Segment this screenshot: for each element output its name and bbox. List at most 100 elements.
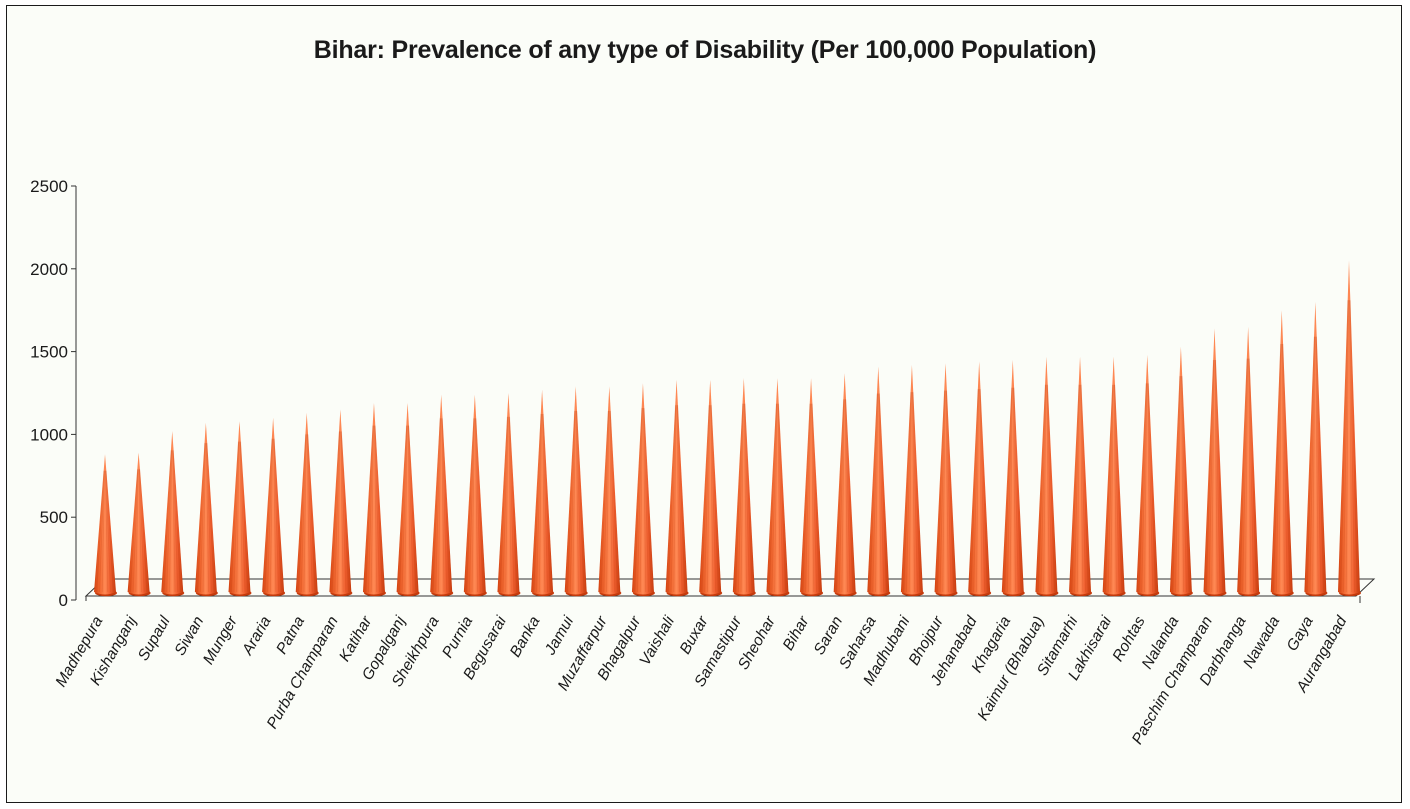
bar-stripe xyxy=(236,441,240,593)
bar-stripe xyxy=(239,441,243,593)
bar-stripe xyxy=(499,416,508,593)
bar-stripe xyxy=(1309,336,1315,593)
bar-cone xyxy=(396,402,419,595)
bar-stripe xyxy=(701,405,710,593)
bar-stripe xyxy=(869,393,878,593)
bar-stripe xyxy=(435,418,441,593)
bar-stripe xyxy=(945,390,952,593)
bar-stripe xyxy=(807,403,812,593)
bar-stripe xyxy=(774,403,778,593)
bar-stripe xyxy=(976,389,980,593)
x-tick-label: Banka xyxy=(507,613,544,660)
bar-cone xyxy=(362,402,385,595)
bar-stripe xyxy=(841,399,845,593)
bar-stripe xyxy=(1037,384,1046,593)
bar-stripe xyxy=(401,425,408,593)
x-tick-label: Saran xyxy=(811,614,846,658)
bar-cone xyxy=(497,393,520,595)
bar-cone xyxy=(1001,359,1024,595)
bar-stripe xyxy=(567,411,575,593)
bar-stripe xyxy=(441,418,445,593)
bar-cone xyxy=(833,373,856,595)
bar-stripe xyxy=(1076,384,1081,593)
bar xyxy=(867,366,891,597)
bar-cone xyxy=(1069,356,1092,595)
bar-stripe xyxy=(979,389,986,593)
bar-stripe xyxy=(609,411,613,593)
bar xyxy=(295,412,319,597)
bar-stripe xyxy=(307,434,316,593)
bar-stripe xyxy=(777,403,781,593)
x-tick-label: Gaya xyxy=(1284,613,1317,654)
bar-stripe xyxy=(135,469,139,593)
bar-stripe xyxy=(307,434,313,593)
bar-stripe xyxy=(398,425,407,593)
bar-stripe xyxy=(744,403,750,593)
bar-cone xyxy=(1102,356,1125,595)
bar-stripe xyxy=(676,405,680,593)
x-tick-label: Bihar xyxy=(780,613,813,654)
bar-stripe xyxy=(132,469,139,593)
bar-stripe xyxy=(1282,344,1288,593)
bar-stripe xyxy=(205,443,210,593)
bar-stripe xyxy=(1205,360,1214,593)
bar-stripe xyxy=(1138,383,1147,593)
bar-stripe xyxy=(1172,376,1181,593)
bar-stripe xyxy=(269,438,274,593)
bar-stripe xyxy=(466,418,475,593)
bar-stripe xyxy=(740,403,744,593)
bar-stripe xyxy=(373,425,378,593)
bar-stripe xyxy=(643,408,649,593)
bar-stripe xyxy=(1080,384,1089,593)
bar-stripe xyxy=(370,425,374,593)
bar-stripe xyxy=(536,413,542,593)
bar-stripe xyxy=(298,434,306,593)
bar xyxy=(1102,356,1126,597)
bar-cone xyxy=(329,409,352,595)
bar-stripe xyxy=(1312,336,1316,593)
bar-stripe xyxy=(600,411,609,593)
bar-stripe xyxy=(1316,336,1325,593)
bar-stripe xyxy=(743,403,747,593)
bar-stripe xyxy=(979,389,988,593)
bar-stripe xyxy=(1180,376,1185,593)
bar-stripe xyxy=(576,411,585,593)
bar-stripe xyxy=(508,416,512,593)
bar-stripe xyxy=(468,418,475,593)
bar-stripe xyxy=(169,450,173,593)
bar-stripe xyxy=(138,469,142,593)
bar-stripe xyxy=(1282,344,1291,593)
bar-stripe xyxy=(306,434,310,593)
bar-stripe xyxy=(206,443,212,593)
y-tick-label: 1500 xyxy=(30,343,68,362)
bar-stripe xyxy=(99,470,105,593)
bar-stripe xyxy=(407,425,411,593)
bar-stripe xyxy=(676,405,683,593)
bar-stripe xyxy=(1043,384,1047,593)
x-tick-label: Jamui xyxy=(541,613,577,659)
bar-stripe xyxy=(1278,344,1282,593)
bar xyxy=(1069,356,1093,597)
bar-stripe xyxy=(1239,358,1248,593)
bar-stripe xyxy=(973,389,979,593)
bar-stripe xyxy=(300,434,307,593)
bar-stripe xyxy=(1248,358,1252,593)
bar-stripe xyxy=(710,405,719,593)
bar-stripe xyxy=(337,431,341,593)
bar-stripe xyxy=(836,399,844,593)
bar-stripe xyxy=(407,425,414,593)
bar-stripe xyxy=(105,470,109,593)
bar-stripe xyxy=(575,411,579,593)
bar-stripe xyxy=(906,392,912,593)
bar xyxy=(497,393,521,597)
y-tick-label: 2000 xyxy=(30,260,68,279)
y-tick-label: 1000 xyxy=(30,425,68,444)
bar-stripe xyxy=(105,470,114,593)
bar-stripe xyxy=(1004,387,1012,593)
bar-stripe xyxy=(1275,344,1282,593)
bar-stripe xyxy=(737,403,744,593)
bar-stripe xyxy=(845,399,851,593)
x-tick-label: Siwan xyxy=(171,614,207,659)
bar-stripe xyxy=(634,408,643,593)
